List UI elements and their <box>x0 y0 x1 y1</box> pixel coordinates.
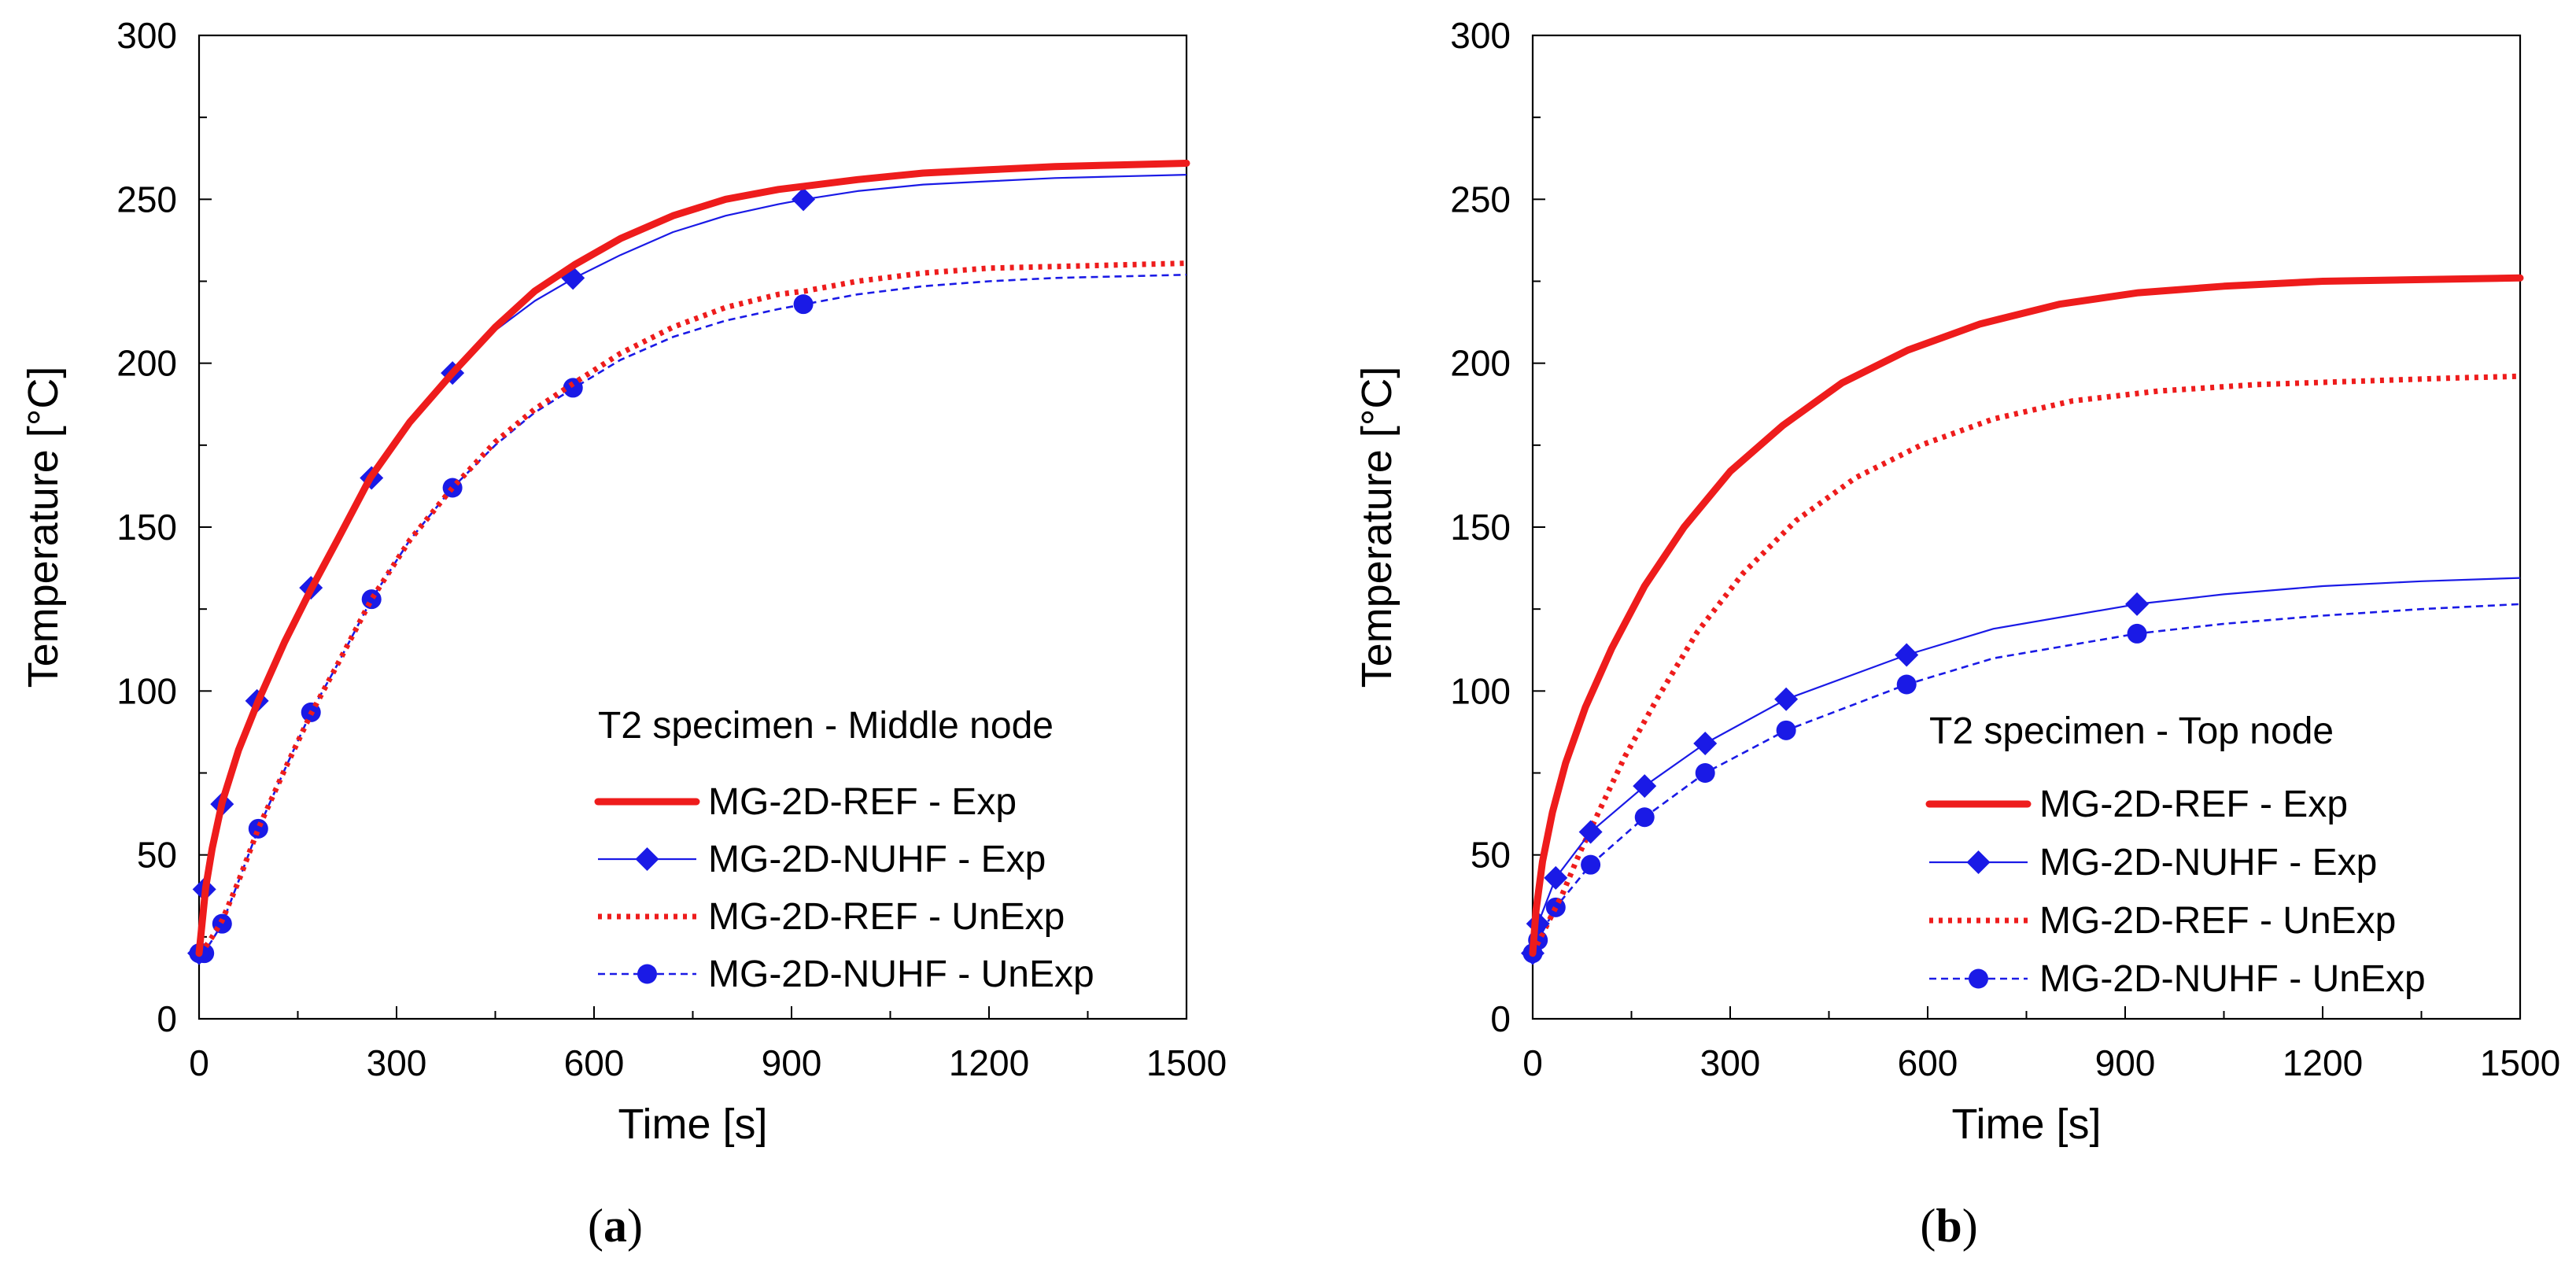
y-tick-label: 50 <box>1471 835 1511 876</box>
x-axis-label: Time [s] <box>1951 1101 2101 1148</box>
x-tick-label: 1200 <box>2283 1042 2363 1083</box>
legend-entry-label: MG-2D-REF - UnExp <box>2039 900 2396 942</box>
data-point <box>1545 897 1566 917</box>
x-tick-label: 0 <box>1522 1042 1543 1083</box>
legend-entry-label: MG-2D-REF - Exp <box>2039 784 2348 825</box>
data-point <box>792 187 816 212</box>
data-point <box>1895 643 1919 667</box>
panel-caption: (a) <box>588 1200 643 1252</box>
x-tick-label: 300 <box>1700 1042 1761 1083</box>
x-tick-label: 1500 <box>2480 1042 2560 1083</box>
y-tick-label: 200 <box>1450 343 1511 384</box>
series-line-mg-2d-ref-exp <box>195 160 1190 957</box>
chart-panel-a: 0 50 100 150 200 250 300 0 300 600 900 1200 1500 Time… <box>20 15 1227 1252</box>
y-tick-label: 300 <box>116 15 177 56</box>
data-point <box>2127 623 2147 644</box>
chart-panel-b: 0 50 100 150 200 250 300 0 300 600 900 1200 1500 Time… <box>1353 15 2560 1252</box>
legend-title: T2 specimen - Middle node <box>598 705 1054 747</box>
x-tick-label: 900 <box>762 1042 822 1083</box>
series-line-mg-2d-ref-unexp <box>1530 373 2521 955</box>
y-tick-label: 300 <box>1450 15 1511 56</box>
legend-entry-label: MG-2D-NUHF - Exp <box>708 839 1046 880</box>
legend-entry-label: MG-2D-NUHF - UnExp <box>2039 958 2426 1000</box>
y-axis-label: Temperature [°C] <box>20 367 67 688</box>
x-tick-label: 0 <box>189 1042 209 1083</box>
y-tick-label: 250 <box>116 179 177 219</box>
series-line-mg-2d-nuhf-exp <box>197 174 1187 954</box>
y-tick-label: 100 <box>116 670 177 711</box>
series-line-mg-2d-nuhf-unexp <box>198 273 1187 954</box>
series-line-mg-2d-nuhf-exp <box>1531 577 2521 954</box>
y-tick-label: 150 <box>1450 507 1511 548</box>
data-point <box>1544 865 1568 890</box>
x-tick-label: 300 <box>367 1042 427 1083</box>
x-tick-label: 600 <box>1898 1042 1958 1083</box>
data-point <box>2125 592 2150 616</box>
x-tick-label: 600 <box>564 1042 625 1083</box>
series-line-mg-2d-ref-exp <box>1529 274 2524 957</box>
legend-marker <box>1966 850 1991 874</box>
legend-entry-label: MG-2D-REF - Exp <box>708 781 1017 823</box>
y-tick-label: 200 <box>116 343 177 384</box>
legend-marker <box>1969 968 1988 989</box>
legend-entry-label: MG-2D-NUHF - Exp <box>2039 842 2377 884</box>
data-point <box>793 294 814 315</box>
data-point <box>1633 774 1657 799</box>
data-point <box>1776 720 1796 740</box>
data-point <box>1774 687 1799 711</box>
legend-entry-label: MG-2D-REF - UnExp <box>708 896 1065 938</box>
legend-title: T2 specimen - Top node <box>1929 710 2334 752</box>
y-tick-label: 0 <box>1490 998 1511 1039</box>
data-point <box>1578 820 1603 844</box>
data-point <box>1693 732 1718 755</box>
data-point <box>1896 674 1917 695</box>
panel-caption: (b) <box>1920 1200 1977 1252</box>
x-axis-label: Time [s] <box>618 1101 767 1148</box>
data-point <box>1695 763 1715 783</box>
y-axis-label: Temperature [°C] <box>1353 367 1401 688</box>
legend-marker <box>635 847 659 871</box>
legend-marker <box>637 964 657 984</box>
data-point <box>212 913 232 934</box>
x-tick-label: 900 <box>2095 1042 2156 1083</box>
data-point <box>1581 854 1601 875</box>
y-tick-label: 250 <box>1450 179 1511 219</box>
x-tick-label: 1200 <box>949 1042 1029 1083</box>
data-point <box>442 478 463 498</box>
data-point <box>361 589 382 610</box>
y-tick-label: 50 <box>137 835 177 876</box>
data-point <box>1634 807 1655 828</box>
y-tick-label: 100 <box>1450 670 1511 711</box>
y-tick-label: 150 <box>116 507 177 548</box>
data-point <box>563 378 583 398</box>
y-tick-label: 0 <box>157 998 177 1039</box>
legend-entry-label: MG-2D-NUHF - UnExp <box>708 954 1094 995</box>
x-tick-label: 1500 <box>1146 1042 1227 1083</box>
